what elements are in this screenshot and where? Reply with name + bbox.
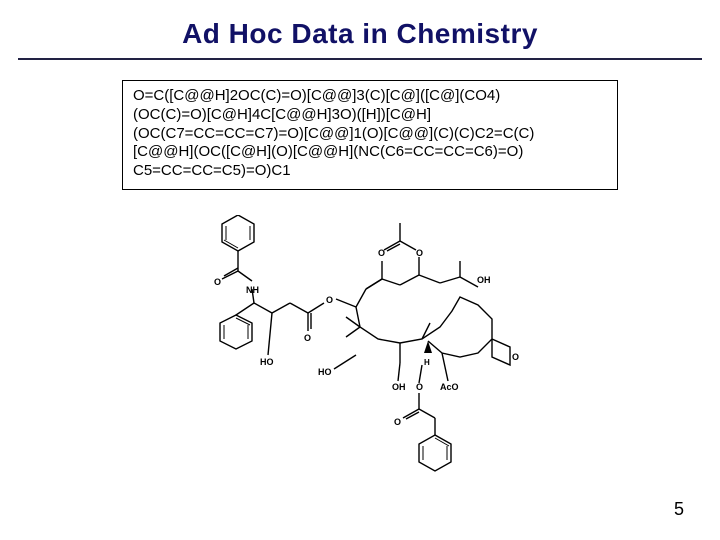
- h-label: H: [424, 358, 430, 367]
- core-rings: H O: [346, 279, 519, 367]
- o-label: O: [214, 277, 221, 287]
- benzamide: O: [214, 215, 254, 287]
- lower-subs: OH AcO O HO: [318, 353, 459, 392]
- o-label: O: [416, 248, 423, 258]
- page-number: 5: [674, 499, 684, 520]
- acetyl-top: O O: [378, 223, 423, 275]
- smiles-line-3: (OC(C7=CC=CC=C7)=O)[C@@]1(O)[C@@](C)(C)C…: [133, 125, 607, 144]
- sidechain: O O HO NH: [236, 285, 356, 367]
- smiles-box: O=C([C@@H]2OC(C)=O)[C@@]3(C)[C@]([C@](CO…: [122, 80, 618, 190]
- core-top: OH: [366, 261, 491, 289]
- slide-title: Ad Hoc Data in Chemistry: [0, 18, 720, 50]
- ho-label: HO: [260, 357, 274, 367]
- chemical-structure: O O OH H: [160, 215, 560, 510]
- oh-label: OH: [392, 382, 406, 392]
- title-rule: [18, 58, 702, 60]
- ho-label: HO: [318, 367, 332, 377]
- o-label: O: [326, 295, 333, 305]
- o-label: O: [512, 352, 519, 362]
- o-label: O: [378, 248, 385, 258]
- aco-label: AcO: [440, 382, 459, 392]
- smiles-line-1: O=C([C@@H]2OC(C)=O)[C@@]3(C)[C@]([C@](CO…: [133, 87, 607, 106]
- o-label: O: [394, 417, 401, 427]
- benzoate-bottom: O: [394, 393, 451, 471]
- smiles-line-4: [C@@H](OC([C@H](O)[C@@H](NC(C6=CC=CC=C6)…: [133, 143, 607, 162]
- o-label: O: [304, 333, 311, 343]
- phenyl-sidechain: [220, 315, 252, 349]
- smiles-line-2: (OC(C)=O)[C@H]4C[C@@H]3O)([H])[C@H]: [133, 106, 607, 125]
- o-label: O: [416, 382, 423, 392]
- oh-label: OH: [477, 275, 491, 285]
- smiles-line-5: C5=CC=CC=C5)=O)C1: [133, 162, 607, 181]
